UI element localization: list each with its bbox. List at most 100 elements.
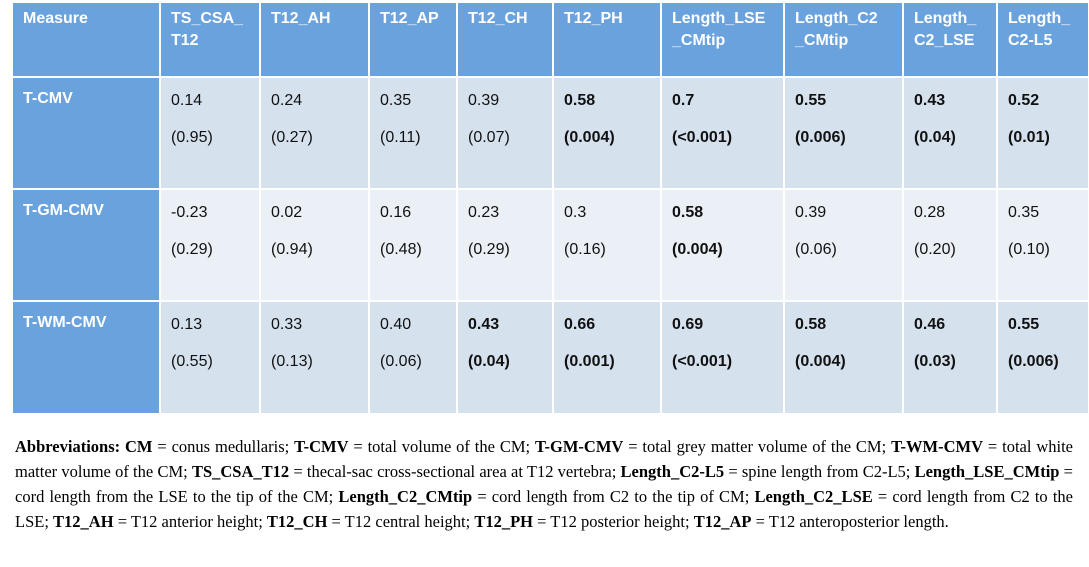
coefficient-value: 0.39: [795, 204, 827, 221]
coefficient-value: 0.52: [1008, 92, 1040, 109]
table-cell: 0.28 (0.20): [903, 188, 998, 301]
row-header-cell: T-CMV: [13, 77, 161, 189]
p-value: (0.94): [271, 241, 313, 258]
coefficient-value: 0.46: [914, 316, 946, 333]
table-cell: 0.7 (<0.001): [661, 77, 785, 189]
table-cell: 0.43 (0.04): [457, 300, 554, 413]
abbreviation-definition: = conus medullaris;: [152, 437, 295, 456]
coefficient-value: 0.14: [171, 92, 203, 109]
table-cell: 0.14 (0.95): [160, 77, 261, 189]
header-row: Measure TS_CSA_ T12 T12_AH T12_AP T12_CH…: [13, 3, 1089, 78]
header-cell-length-c2-l5: Length_ C2-L5: [997, 3, 1089, 78]
coefficient-value: 0.39: [468, 92, 500, 109]
abbreviation-definition: = cord length from the LSE to the tip of…: [15, 462, 1073, 506]
coefficient-value: 0.13: [171, 316, 203, 333]
p-value: (0.04): [468, 353, 510, 370]
p-value: (0.03): [914, 353, 956, 370]
abbreviation-term: Length_C2_LSE: [754, 487, 873, 506]
table-cell: 0.24 (0.27): [260, 77, 370, 189]
table-row: T-GM-CMV -0.23 (0.29) 0.02 (0.94) 0.16 (0.48) 0…: [13, 188, 1089, 301]
abbreviations-note: Abbreviations: CM = conus medullaris; T-…: [15, 434, 1073, 534]
p-value: (0.004): [564, 129, 615, 146]
abbreviation-term: Length_C2_CMtip: [338, 487, 473, 506]
coefficient-value: 0.66: [564, 316, 596, 333]
abbreviation-term: T12_AP: [693, 512, 752, 531]
table-cell: 0.58 (0.004): [661, 188, 785, 301]
p-value: (0.01): [1008, 129, 1050, 146]
table-cell: 0.55 (0.006): [997, 300, 1089, 413]
table-cell: 0.58 (0.004): [784, 300, 904, 413]
p-value: (<0.001): [672, 353, 733, 370]
p-value: (0.10): [1008, 241, 1050, 258]
coefficient-value: 0.69: [672, 316, 704, 333]
coefficient-value: 0.33: [271, 316, 303, 333]
coefficient-value: 0.43: [914, 92, 946, 109]
abbreviation-term: Length_LSE_CMtip: [914, 462, 1060, 481]
p-value: (0.006): [795, 129, 846, 146]
table-cell: -0.23 (0.29): [160, 188, 261, 301]
abbreviation-definition: = total grey matter volume of the CM;: [623, 437, 892, 456]
abbreviation-definition: = cord length from C2 to the LSE;: [15, 487, 1073, 531]
table-cell: 0.66 (0.001): [553, 300, 662, 413]
p-value: (0.95): [171, 129, 213, 146]
abbreviation-term: T-WM-CMV: [891, 437, 984, 456]
table-cell: 0.13 (0.55): [160, 300, 261, 413]
abbreviation-definition: = thecal-sac cross-sectional area at T12…: [289, 462, 621, 481]
header-cell-length-c2-lse: Length_ C2_LSE: [903, 3, 998, 78]
table-cell: 0.69 (<0.001): [661, 300, 785, 413]
coefficient-value: 0.58: [672, 204, 704, 221]
coefficient-value: 0.35: [380, 92, 412, 109]
coefficient-value: 0.35: [1008, 204, 1040, 221]
table-cell: 0.35 (0.10): [997, 188, 1089, 301]
header-cell-measure: Measure: [13, 3, 161, 78]
coefficient-value: 0.40: [380, 316, 412, 333]
abbreviation-definition: = T12 anterior height;: [113, 512, 267, 531]
table-cell: 0.16 (0.48): [369, 188, 458, 301]
p-value: (0.06): [795, 241, 837, 258]
abbreviation-definition: = total volume of the CM;: [348, 437, 536, 456]
header-cell-ts-csa-t12: TS_CSA_ T12: [160, 3, 261, 78]
table-body: T-CMV 0.14 (0.95) 0.24 (0.27) 0.35 (0.11) 0.39 (…: [13, 77, 1089, 413]
table-cell: 0.35 (0.11): [369, 77, 458, 189]
p-value: (0.04): [914, 129, 956, 146]
coefficient-value: 0.7: [672, 92, 695, 109]
header-cell-length-lse-cmtip: Length_LSE _CMtip: [661, 3, 785, 78]
abbreviation-definition: = T12 central height;: [327, 512, 475, 531]
header-cell-t12-ah: T12_AH: [260, 3, 370, 78]
p-value: (0.001): [564, 353, 615, 370]
table-cell: 0.55 (0.006): [784, 77, 904, 189]
coefficient-value: 0.16: [380, 204, 412, 221]
coefficient-value: 0.24: [271, 92, 303, 109]
table-row: T-CMV 0.14 (0.95) 0.24 (0.27) 0.35 (0.11) 0.39 (…: [13, 77, 1089, 189]
coefficient-value: 0.55: [795, 92, 827, 109]
p-value: (0.27): [271, 129, 313, 146]
table-cell: 0.39 (0.06): [784, 188, 904, 301]
abbreviation-definition: = cord length from C2 to the tip of CM;: [472, 487, 755, 506]
p-value: (0.16): [564, 241, 606, 258]
coefficient-value: 0.23: [468, 204, 500, 221]
coefficient-value: 0.43: [468, 316, 500, 333]
table-cell: 0.33 (0.13): [260, 300, 370, 413]
table-cell: 0.52 (0.01): [997, 77, 1089, 189]
table-row: T-WM-CMV 0.13 (0.55) 0.33 (0.13) 0.40 (0.06) 0.…: [13, 300, 1089, 413]
coefficient-value: 0.02: [271, 204, 303, 221]
coefficient-value: 0.3: [564, 204, 587, 221]
abbreviation-definition: = T12 anteroposterior length.: [751, 512, 949, 531]
p-value: (0.07): [468, 129, 510, 146]
p-value: (0.006): [1008, 353, 1059, 370]
abbreviation-term: T-GM-CMV: [535, 437, 624, 456]
p-value: (0.13): [271, 353, 313, 370]
p-value: (0.06): [380, 353, 422, 370]
p-value: (0.20): [914, 241, 956, 258]
header-cell-t12-ph: T12_PH: [553, 3, 662, 78]
abbreviation-term: T12_PH: [474, 512, 534, 531]
p-value: (0.11): [380, 129, 421, 146]
abbreviation-term: T12_CH: [266, 512, 328, 531]
abbreviation-term: T12_AH: [53, 512, 114, 531]
table-cell: 0.46 (0.03): [903, 300, 998, 413]
p-value: (0.55): [171, 353, 213, 370]
p-value: (<0.001): [672, 129, 733, 146]
header-cell-t12-ap: T12_AP: [369, 3, 458, 78]
table-cell: 0.3 (0.16): [553, 188, 662, 301]
coefficient-value: 0.28: [914, 204, 946, 221]
